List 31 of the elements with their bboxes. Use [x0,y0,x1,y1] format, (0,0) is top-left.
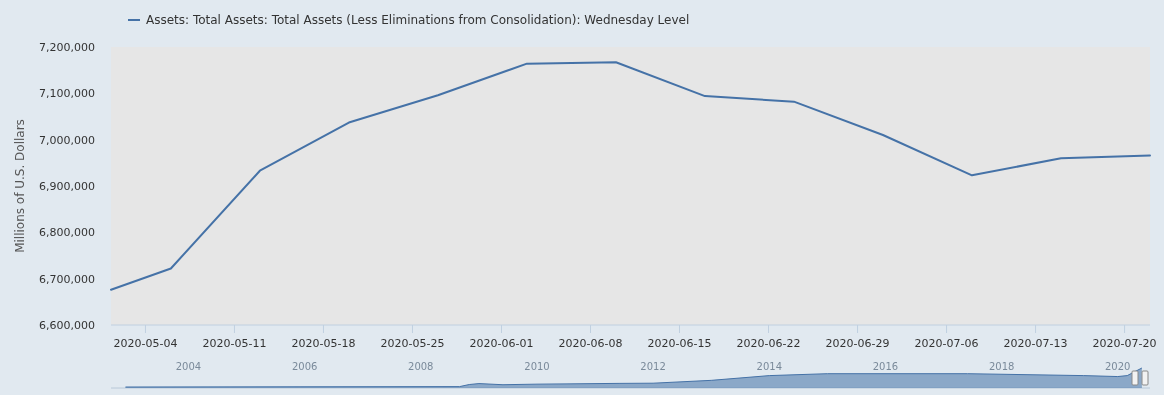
x-tick-label: 2008 [408,361,434,372]
y-tick-label: 6,700,000 [39,272,95,286]
x-tick-label: 2020-05-18 [291,337,356,350]
x-tick-label: 2020-05-11 [202,337,267,350]
x-tick-label: 2020-07-06 [914,337,979,350]
y-tick-label: 7,000,000 [39,133,95,147]
x-tick-label: 2018 [988,361,1015,372]
y-tick-label: 6,600,000 [39,319,95,332]
x-tick-label: 2020-07-20 [1092,337,1157,350]
y-tick-label: 7,200,000 [39,41,95,54]
y-tick-label: 7,100,000 [39,87,95,101]
x-tick-label: 2020-05-25 [380,337,445,350]
x-tick-label: 2010 [524,361,550,372]
x-tick-label: 2016 [872,361,899,372]
x-tick-label: 2006 [291,361,318,372]
legend-label: Assets: Total Assets: Total Assets (Less Eliminations from Consolidation): Wednesday Level [146,13,690,27]
x-tick-label: 2020-06-01 [469,337,534,350]
y-tick-label: 6,800,000 [39,226,95,240]
y-tick-label: 6,900,000 [39,180,95,193]
y-axis-title: Millions of U.S. Dollars [13,119,27,253]
x-tick-label: 2020 [1104,361,1131,372]
line-series [110,61,1151,291]
x-tick-label: 2012 [640,361,666,372]
x-tick-label: 2020-05-04 [113,337,178,350]
x-tick-label: 2020-06-22 [736,337,801,350]
x-tick-label: 2020-06-29 [825,337,890,350]
x-tick-label: 2014 [756,361,783,372]
x-tick-label: 2020-06-15 [647,337,712,350]
x-tick-label: 2004 [175,361,202,372]
x-tick-label: 2020-07-13 [1003,337,1068,350]
x-tick-label: 2020-06-08 [558,337,623,350]
